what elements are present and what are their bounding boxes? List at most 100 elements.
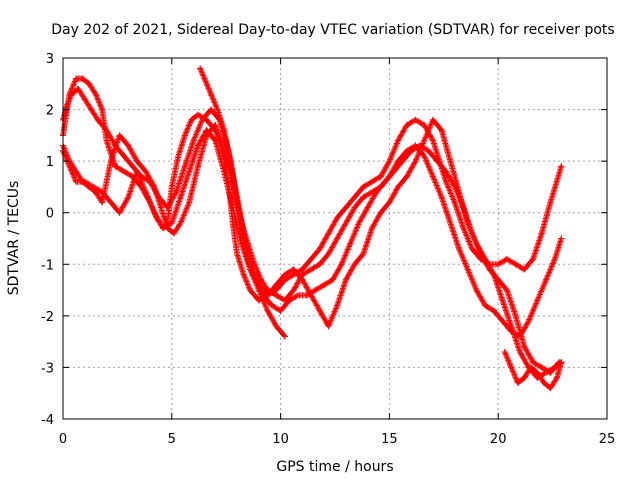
data-point: [403, 122, 410, 129]
data-point: [264, 307, 271, 314]
data-point: [469, 245, 476, 252]
data-point: [530, 359, 537, 366]
data-point: [429, 137, 436, 144]
y-tick-label: -4: [41, 413, 54, 428]
data-point: [66, 163, 73, 170]
data-point: [334, 235, 341, 242]
data-point: [390, 168, 397, 175]
data-point: [273, 323, 280, 330]
data-point: [360, 183, 367, 190]
data-point: [351, 194, 358, 201]
data-point: [181, 132, 188, 139]
data-point: [316, 261, 323, 268]
data-point: [325, 250, 332, 257]
data-point: [116, 209, 123, 216]
data-point: [558, 359, 565, 366]
data-point: [308, 256, 315, 263]
data-point: [429, 116, 436, 123]
data-point: [512, 261, 519, 268]
data-point: [421, 152, 428, 159]
data-point: [499, 318, 506, 325]
data-point: [399, 158, 406, 165]
data-point: [473, 240, 480, 247]
data-point: [240, 271, 247, 278]
data-point: [64, 101, 71, 108]
data-point: [177, 194, 184, 201]
data-point: [81, 178, 88, 185]
data-point: [201, 75, 208, 82]
data-point: [377, 209, 384, 216]
data-point: [277, 307, 284, 314]
data-point: [99, 199, 106, 206]
data-point: [129, 163, 136, 170]
data-point: [81, 96, 88, 103]
data-point: [490, 271, 497, 278]
data-point: [499, 297, 506, 304]
data-point: [120, 168, 127, 175]
x-tick-label: 20: [490, 432, 507, 447]
data-point: [181, 163, 188, 170]
data-point: [103, 137, 110, 144]
data-point: [508, 323, 515, 330]
data-point: [456, 189, 463, 196]
data-point: [221, 127, 228, 134]
data-point: [188, 116, 195, 123]
x-axis-label: GPS time / hours: [276, 459, 393, 475]
data-point: [308, 292, 315, 299]
data-point: [521, 266, 528, 273]
data-point: [177, 220, 184, 227]
data-point: [395, 183, 402, 190]
data-point: [503, 256, 510, 263]
data-point: [386, 158, 393, 165]
data-point: [334, 302, 341, 309]
data-point: [73, 75, 80, 82]
data-point: [299, 276, 306, 283]
data-point: [403, 173, 410, 180]
data-point: [155, 194, 162, 201]
data-point: [534, 369, 541, 376]
data-point: [434, 158, 441, 165]
data-point: [168, 183, 175, 190]
y-tick-label: 3: [46, 52, 54, 67]
data-point: [258, 276, 265, 283]
data-point: [429, 173, 436, 180]
data-point: [170, 230, 177, 237]
data-point: [197, 65, 204, 72]
data-point: [168, 220, 175, 227]
data-point: [438, 194, 445, 201]
data-point: [147, 178, 154, 185]
data-point: [194, 163, 201, 170]
data-point: [460, 225, 467, 232]
data-point: [525, 318, 532, 325]
x-tick-label: 0: [59, 432, 67, 447]
data-point: [120, 152, 127, 159]
data-point: [364, 204, 371, 211]
data-point: [199, 116, 206, 123]
x-tick-label: 5: [168, 432, 176, 447]
data-point: [316, 245, 323, 252]
data-point: [386, 199, 393, 206]
data-point: [194, 111, 201, 118]
data-point: [421, 137, 428, 144]
data-point: [240, 235, 247, 242]
data-point: [412, 116, 419, 123]
data-point: [368, 178, 375, 185]
data-point: [75, 85, 82, 92]
data-point: [247, 287, 254, 294]
data-point: [451, 199, 458, 206]
data-point: [382, 178, 389, 185]
y-tick-label: 0: [46, 207, 54, 222]
data-point: [521, 343, 528, 350]
data-point: [438, 127, 445, 134]
data-point: [290, 287, 297, 294]
data-point: [558, 163, 565, 170]
data-point: [151, 209, 158, 216]
data-point: [207, 91, 214, 98]
data-point: [295, 292, 302, 299]
data-point: [543, 276, 550, 283]
data-point: [558, 235, 565, 242]
data-point: [142, 189, 149, 196]
data-point: [90, 183, 97, 190]
data-point: [175, 152, 182, 159]
